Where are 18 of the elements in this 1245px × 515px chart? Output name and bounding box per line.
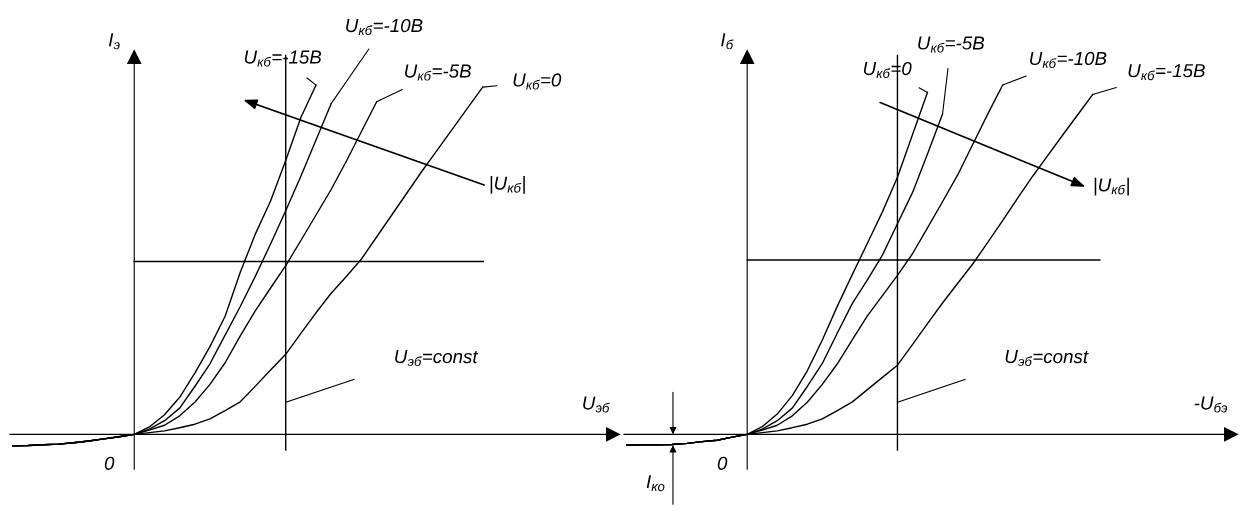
annotation: |U$_{кб}$| (1094, 177, 1129, 196)
annotation: U$_{эб}$=const (1005, 350, 1089, 367)
y-axis-title: I$_{э}$ (108, 33, 120, 50)
series-label: U$_{кб}$=-10В (1030, 51, 1107, 68)
text: U$_{кб}$=-10В (346, 18, 423, 36)
text: U$_{кб}$=-15В (1128, 64, 1205, 81)
text: 0 (104, 456, 115, 470)
text: I$_{ко}$ (646, 475, 665, 492)
series-label: U$_{кб}$=-15В (244, 50, 322, 67)
x-axis-title: U$_{эб}$ (583, 396, 610, 413)
text: 0 (717, 456, 728, 470)
text: |U$_{кб}$| (490, 175, 525, 194)
x-axis-title: -U$_{бэ}$ (1194, 396, 1228, 413)
text: U$_{кб}$=-5В (918, 36, 985, 53)
annotation: U$_{эб}$=const (395, 350, 479, 367)
series-label: U$_{кб}$=-5В (405, 64, 471, 81)
legend-label: U$_{кб}$=0 (513, 73, 562, 90)
y-axis-title: I$_{б}$ (721, 33, 734, 50)
